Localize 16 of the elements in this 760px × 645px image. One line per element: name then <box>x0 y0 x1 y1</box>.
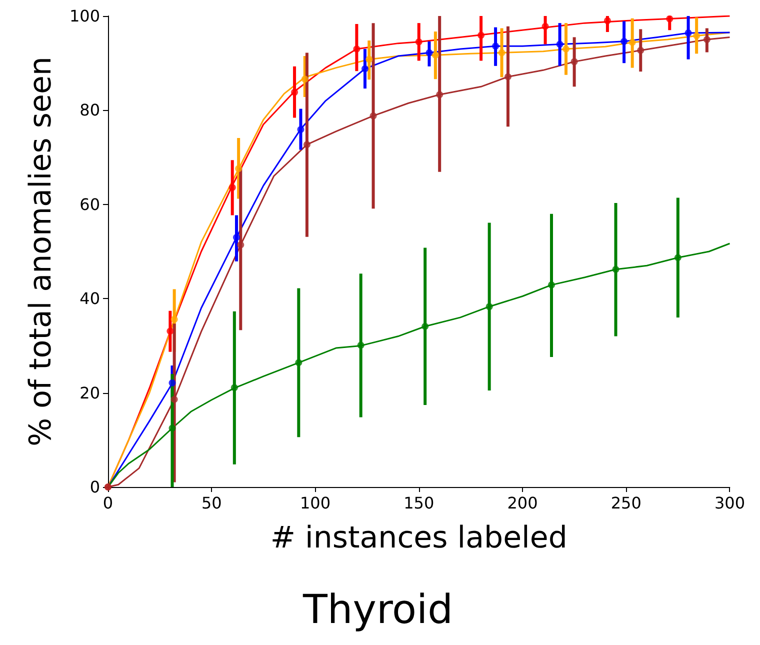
x-tick-label: 100 <box>300 494 331 512</box>
y-tick-label: 80 <box>80 100 100 120</box>
text: Thyroid <box>302 587 453 633</box>
y-tick-label: 20 <box>80 383 100 402</box>
y-tick-label: 0 <box>90 478 100 496</box>
x-tick-label: 200 <box>507 494 538 512</box>
x-axis-title: # instances labeled <box>270 520 568 556</box>
y-tick-label: 60 <box>80 194 100 214</box>
x-tick-label: 0 <box>102 494 114 512</box>
y-axis-title: % of total anomalies seen <box>24 56 58 446</box>
y-tick-label: 100 <box>69 6 100 26</box>
x-tick-label: 50 <box>201 494 222 512</box>
x-tick-label: 250 <box>610 494 642 512</box>
y-tick-label: 40 <box>80 289 100 308</box>
x-tick-label: 300 <box>714 494 746 512</box>
x-tick-label: 150 <box>404 494 434 512</box>
